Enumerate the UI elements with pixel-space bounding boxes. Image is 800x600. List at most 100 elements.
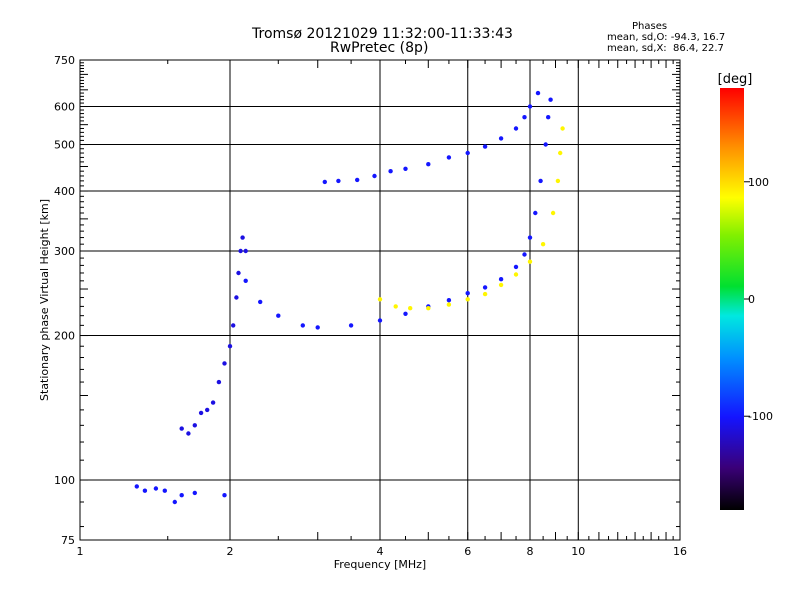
echo-point [236,270,241,276]
y-tick-labels: 75 100 200 300 400 500 600 750 [54,54,75,547]
echo-point [198,410,204,416]
x-tick-label: 4 [377,545,384,558]
echo-point [513,126,519,131]
y-tick-label: 750 [54,54,75,67]
echo-point [527,259,533,264]
echo-point [172,499,177,505]
echo-point [162,488,167,493]
echo-point [336,178,341,184]
echo-point [498,282,504,288]
y-tick-label: 400 [54,185,75,198]
echo-point [216,379,222,385]
echo-point [465,291,470,296]
echo-point [540,242,546,247]
echo-point [240,235,245,240]
echo-point [222,493,227,498]
y-tick-label: 100 [54,474,75,487]
echo-point [403,311,408,316]
phases-x-stats: mean, sd,X: 86.4, 22.7 [607,43,724,54]
echo-point [546,115,551,120]
axis-ticks [80,60,680,540]
echo-point [377,318,383,323]
x-tick-label: 16 [673,545,687,558]
echo-point [498,277,504,282]
y-tick-label: 300 [54,245,75,258]
echo-point [513,272,519,277]
y-tick-label: 75 [61,534,75,547]
echo-point [482,285,488,290]
echo-point [192,423,197,428]
echo-point [558,150,563,156]
x-tick-label: 2 [227,545,234,558]
echo-point [560,126,565,131]
echo-points [134,90,565,505]
echo-point [535,90,541,96]
x-tick-label: 6 [464,545,471,558]
echo-point [388,169,393,174]
echo-point [238,248,243,254]
echo-point [426,306,431,311]
echo-point [186,431,191,436]
echo-point [231,323,236,328]
x-tick-labels: 1 2 4 6 8 10 16 [77,545,688,558]
echo-point [355,177,360,183]
echo-point [348,323,354,328]
echo-point [222,361,227,366]
echo-point [482,144,488,149]
echo-point [372,173,377,179]
echo-point [315,325,320,330]
echo-point [408,306,413,311]
echo-point [527,235,533,240]
chart-title: Tromsø 20121029 11:32:00-11:33:43 [252,26,513,42]
echo-point [243,278,248,283]
echo-point [446,302,452,307]
echo-point [498,136,504,141]
echo-point [322,179,327,185]
y-axis-label: Stationary phase Virtual Height [km] [38,199,51,401]
x-tick-label: 1 [77,545,84,558]
echo-point [210,400,216,405]
echo-point [258,299,263,305]
echo-point [446,298,452,303]
echo-point [533,210,538,216]
echo-point [234,295,239,300]
x-axis-label: Frequency [MHz] [334,558,426,571]
chart-subtitle: RwPretec (8p) [330,40,429,56]
echo-point [482,291,488,297]
echo-point [243,248,248,254]
colorbar [720,88,744,510]
y-tick-label: 200 [54,330,75,343]
echo-point [192,490,197,496]
echo-point [276,313,281,318]
echo-point [543,142,548,147]
colorbar-tick-labels: 100 0 -100 [744,176,773,423]
y-tick-label: 500 [54,139,75,152]
colorbar-tick-label: 0 [748,293,755,306]
echo-point [179,493,184,498]
echo-point [538,178,543,184]
echo-point [446,155,452,160]
echo-point [465,297,470,302]
colorbar-unit-label: [deg] [718,72,753,87]
echo-point [134,484,139,489]
echo-point [179,426,184,431]
x-tick-label: 8 [527,545,534,558]
colorbar-tick-label: -100 [748,410,773,423]
echo-point [555,178,561,184]
y-tick-label: 600 [54,101,75,114]
grid-lines [80,60,680,540]
phases-title: Phases [632,21,668,32]
echo-point [522,115,527,120]
echo-point [377,297,383,302]
colorbar-tick-label: 100 [748,176,769,189]
echo-point [153,486,159,491]
echo-point [548,97,553,102]
phases-o-stats: mean, sd,O: -94.3, 16.7 [607,32,726,43]
echo-point [522,252,527,257]
x-tick-label: 10 [571,545,585,558]
echo-point [205,407,210,413]
echo-point [550,210,556,216]
echo-point [465,150,470,156]
echo-point [527,104,533,109]
echo-point [393,304,398,309]
